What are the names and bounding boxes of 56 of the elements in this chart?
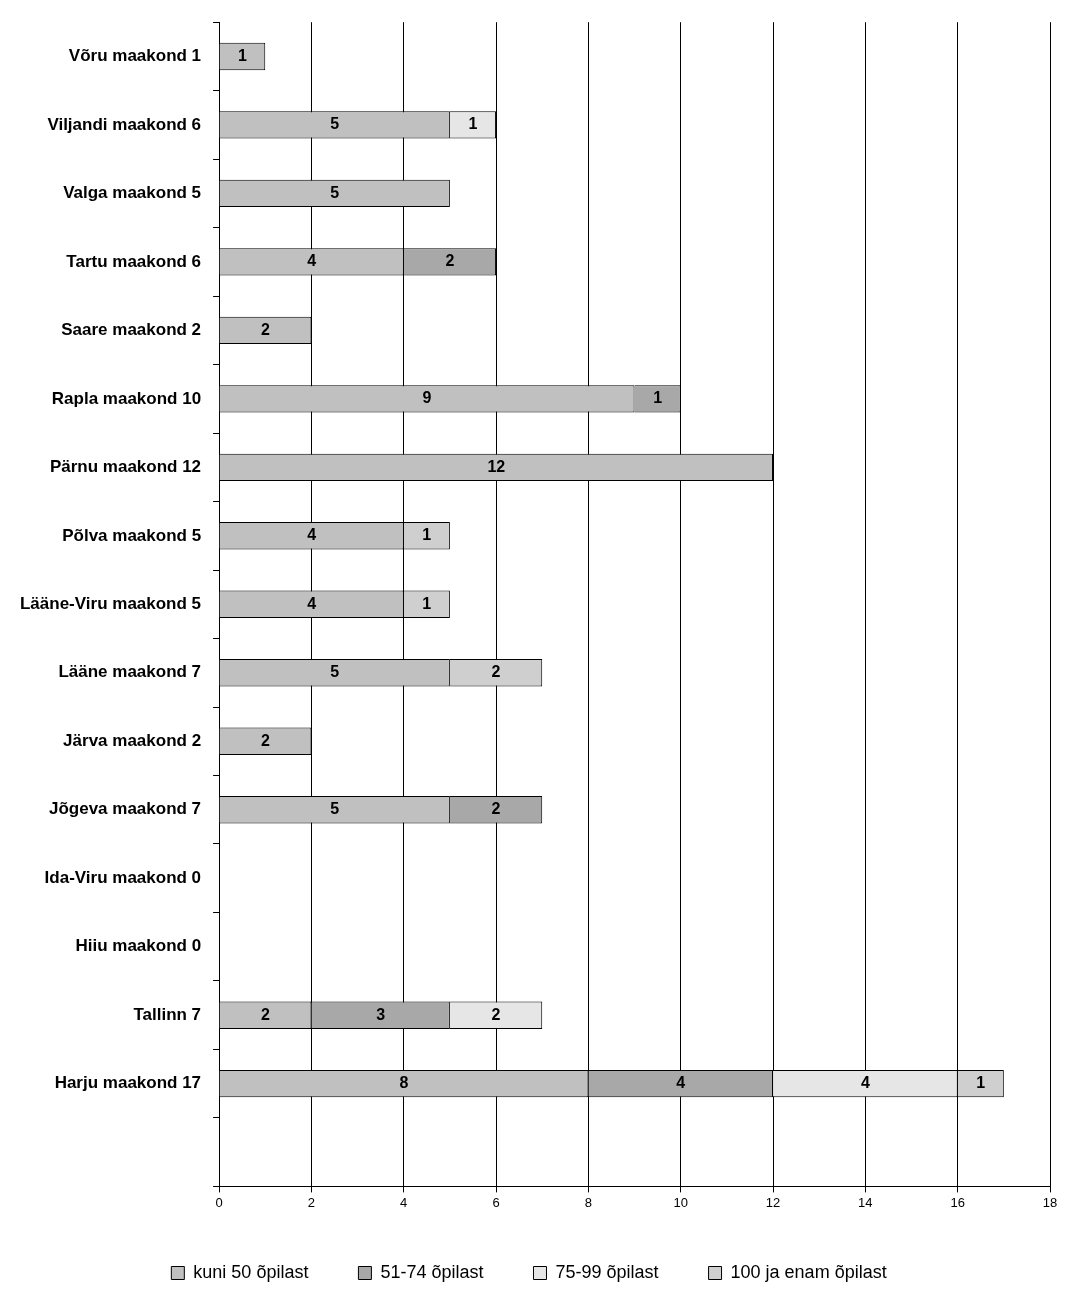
y-tick-label: Saare maakond 2 <box>61 320 202 340</box>
legend-label: 75-99 õpilast <box>555 1261 659 1282</box>
y-tick-label: Võru maakond 1 <box>68 46 202 66</box>
x-tick-label: 12 <box>765 1194 781 1210</box>
data-label: 5 <box>330 663 340 681</box>
y-tick-label: Järva maakond 2 <box>63 730 202 750</box>
data-label: 3 <box>376 1005 386 1023</box>
y-tick-label: Lääne maakond 7 <box>58 662 202 682</box>
data-label: 1 <box>976 1074 986 1092</box>
x-tick-label: 10 <box>673 1194 688 1210</box>
data-label: 2 <box>491 663 501 681</box>
x-tick-label: 8 <box>584 1194 592 1210</box>
y-tick-label: Viljandi maakond 6 <box>47 114 202 134</box>
data-label: 9 <box>422 389 432 407</box>
data-label: 4 <box>307 252 317 270</box>
x-tick-label: 14 <box>858 1194 873 1210</box>
data-label: 5 <box>330 183 340 201</box>
data-label: 2 <box>261 731 271 749</box>
data-label: 2 <box>491 800 501 818</box>
data-label: 1 <box>653 389 663 407</box>
y-tick-label: Põlva maakond 5 <box>62 525 202 545</box>
data-label: 1 <box>237 46 247 64</box>
y-tick-label: Rapla maakond 10 <box>51 388 202 408</box>
data-label: 4 <box>860 1074 870 1092</box>
y-tick-label: Ida-Viru maakond 0 <box>44 867 202 887</box>
y-tick-label: Lääne-Viru maakond 5 <box>19 593 202 613</box>
y-tick-label: Valga maakond 5 <box>63 183 202 203</box>
x-tick-label: 18 <box>1042 1194 1058 1210</box>
data-label: 5 <box>330 115 340 133</box>
legend-label: 100 ja enam õpilast <box>730 1261 887 1282</box>
x-tick-label: 16 <box>950 1194 965 1210</box>
y-tick-label: Pärnu maakond 12 <box>49 457 202 477</box>
data-label: 1 <box>468 115 478 133</box>
legend-label: 51-74 õpilast <box>380 1261 484 1282</box>
y-tick-label: Harju maakond 17 <box>54 1073 202 1093</box>
y-tick-label: Tartu maakond 6 <box>66 251 202 271</box>
x-tick-label: 2 <box>307 1194 316 1210</box>
data-label: 2 <box>445 252 455 270</box>
data-label: 8 <box>399 1074 409 1092</box>
data-label: 12 <box>487 457 506 475</box>
data-label: 5 <box>330 800 340 818</box>
x-tick-label: 4 <box>400 1194 408 1210</box>
data-label: 2 <box>491 1005 501 1023</box>
data-label: 4 <box>676 1074 686 1092</box>
data-label: 1 <box>422 526 432 544</box>
y-tick-label: Hiiu maakond 0 <box>75 936 202 956</box>
data-label: 2 <box>261 320 271 338</box>
y-tick-label: Jõgeva maakond 7 <box>48 799 202 819</box>
data-label: 4 <box>307 526 317 544</box>
data-label: 4 <box>307 594 317 612</box>
data-label: 1 <box>422 594 432 612</box>
legend-label: kuni 50 õpilast <box>193 1261 309 1282</box>
x-tick-label: 6 <box>492 1194 500 1210</box>
y-tick-label: Tallinn 7 <box>133 1004 202 1024</box>
data-label: 2 <box>261 1005 271 1023</box>
x-tick-label: 0 <box>215 1194 223 1210</box>
